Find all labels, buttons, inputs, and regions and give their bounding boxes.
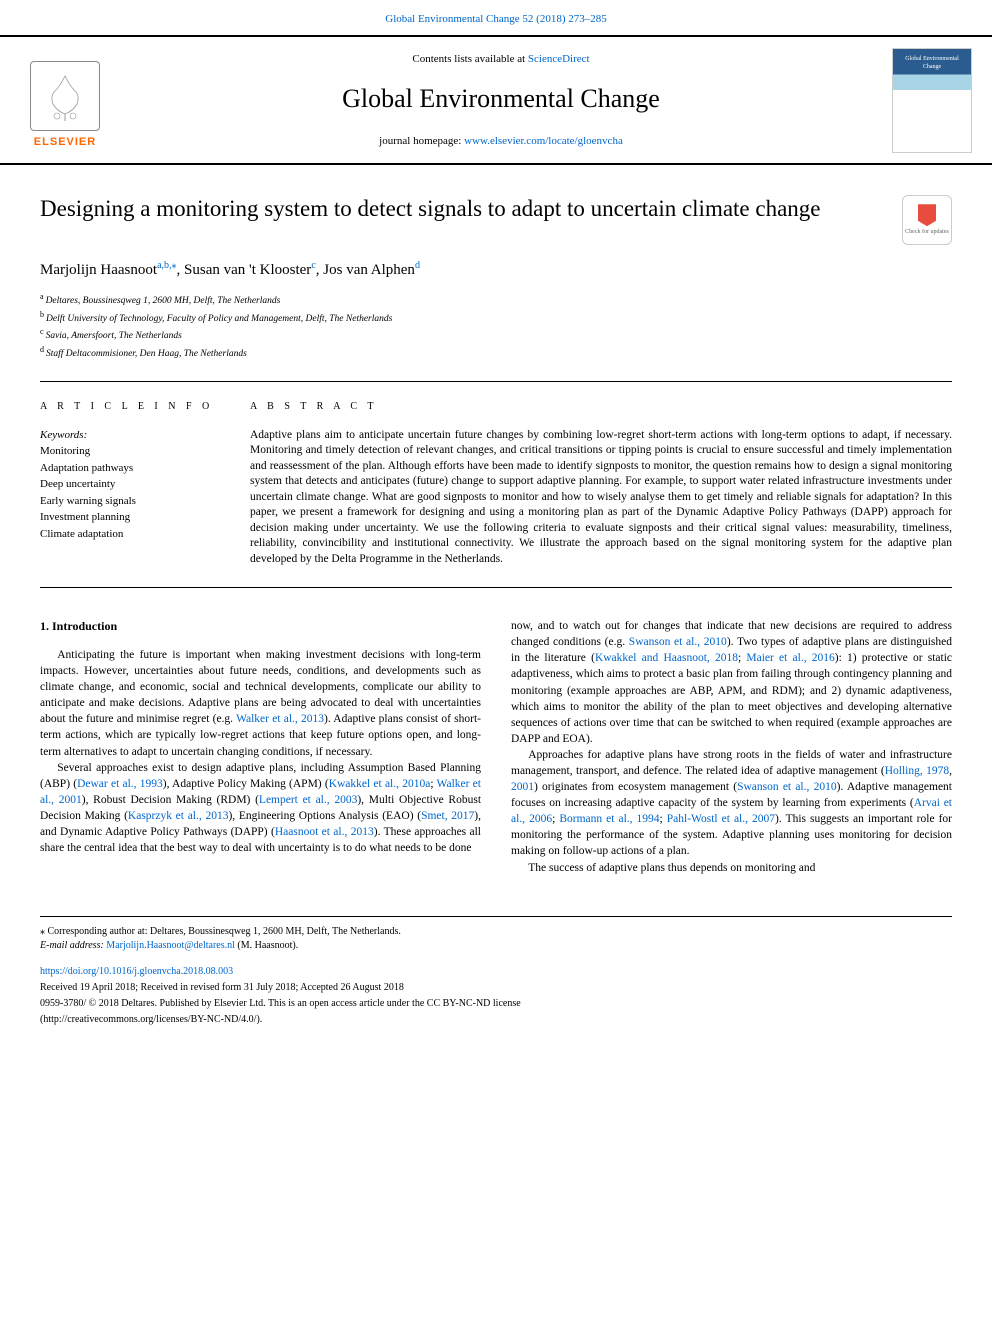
affiliation-c: cSavia, Amersfoort, The Netherlands bbox=[40, 326, 952, 343]
abstract-heading: A B S T R A C T bbox=[250, 400, 952, 414]
citation-link[interactable]: Holling, 1978 bbox=[885, 765, 949, 777]
citation-link[interactable]: Kwakkel et al., 2010a bbox=[329, 778, 431, 790]
citation-link[interactable]: Maier et al., 2016 bbox=[746, 652, 834, 664]
citation-link[interactable]: Bormann et al., 1994 bbox=[559, 813, 659, 825]
doi-line: https://doi.org/10.1016/j.gloenvcha.2018… bbox=[40, 965, 952, 979]
journal-citation[interactable]: Global Environmental Change 52 (2018) 27… bbox=[0, 0, 992, 35]
author-2[interactable]: , Jos van Alphen bbox=[316, 262, 415, 278]
abstract-column: A B S T R A C T Adaptive plans aim to an… bbox=[250, 400, 952, 567]
homepage-url[interactable]: www.elsevier.com/locate/gloenvcha bbox=[464, 135, 623, 147]
author-0[interactable]: Marjolijn Haasnoot bbox=[40, 262, 157, 278]
journal-header: ELSEVIER Contents lists available at Sci… bbox=[0, 35, 992, 165]
citation-link[interactable]: Swanson et al., 2010 bbox=[737, 781, 837, 793]
author-2-sup[interactable]: d bbox=[415, 260, 420, 271]
cover-title: Global Environmental Change bbox=[897, 55, 967, 72]
abstract-text: Adaptive plans aim to anticipate uncerta… bbox=[250, 428, 952, 568]
intro-para-2: Several approaches exist to design adapt… bbox=[40, 760, 481, 857]
citation-link[interactable]: Swanson et al., 2010 bbox=[629, 636, 727, 648]
article-info-heading: A R T I C L E I N F O bbox=[40, 400, 220, 414]
intro-para-3: Approaches for adaptive plans have stron… bbox=[511, 747, 952, 860]
article-info-column: A R T I C L E I N F O Keywords: Monitori… bbox=[40, 400, 220, 567]
email-line: E-mail address: Marjolijn.Haasnoot@delta… bbox=[40, 939, 952, 953]
citation-link[interactable]: Lempert et al., 2003 bbox=[259, 794, 357, 806]
affiliation-a: aDeltares, Boussinesqweg 1, 2600 MH, Del… bbox=[40, 291, 952, 308]
keywords-list: Monitoring Adaptation pathways Deep unce… bbox=[40, 443, 220, 542]
citation-link[interactable]: 2001 bbox=[511, 781, 534, 793]
footer: ⁎ Corresponding author at: Deltares, Bou… bbox=[40, 916, 952, 1027]
check-updates-label: Check for updates bbox=[905, 228, 949, 236]
keyword: Climate adaptation bbox=[40, 526, 220, 543]
citation-link[interactable]: Kwakkel and Haasnoot, 2018 bbox=[595, 652, 738, 664]
journal-cover-thumbnail[interactable]: Global Environmental Change bbox=[892, 48, 972, 153]
affiliation-d: dStaff Deltacommisioner, Den Haag, The N… bbox=[40, 344, 952, 361]
crossmark-icon bbox=[918, 204, 936, 226]
license-url: (http://creativecommons.org/licenses/BY-… bbox=[40, 1013, 952, 1027]
keywords-label: Keywords: bbox=[40, 428, 220, 443]
journal-homepage-line: journal homepage: www.elsevier.com/locat… bbox=[110, 134, 892, 149]
keyword: Monitoring bbox=[40, 443, 220, 460]
citation-link[interactable]: Dewar et al., 1993 bbox=[77, 778, 163, 790]
authors-line: Marjolijn Haasnoota,b,⁎, Susan van 't Kl… bbox=[40, 259, 952, 281]
left-column: 1. Introduction Anticipating the future … bbox=[40, 618, 481, 876]
right-column: now, and to watch out for changes that i… bbox=[511, 618, 952, 876]
publisher-name: ELSEVIER bbox=[34, 135, 96, 150]
author-email-link[interactable]: Marjolijn.Haasnoot@deltares.nl bbox=[106, 940, 235, 951]
citation-link[interactable]: Haasnoot et al., 2013 bbox=[275, 826, 374, 838]
intro-para-continued: now, and to watch out for changes that i… bbox=[511, 618, 952, 747]
keyword: Early warning signals bbox=[40, 493, 220, 510]
elsevier-tree-icon bbox=[30, 61, 100, 131]
corresponding-author: ⁎ Corresponding author at: Deltares, Bou… bbox=[40, 925, 952, 939]
copyright-line: 0959-3780/ © 2018 Deltares. Published by… bbox=[40, 997, 952, 1011]
author-0-sup[interactable]: a,b,⁎ bbox=[157, 260, 176, 271]
elsevier-logo[interactable]: ELSEVIER bbox=[20, 50, 110, 150]
section-heading: 1. Introduction bbox=[40, 618, 481, 635]
contents-prefix: Contents lists available at bbox=[412, 53, 527, 65]
citation-link[interactable]: Smet, 2017 bbox=[421, 810, 474, 822]
affiliations: aDeltares, Boussinesqweg 1, 2600 MH, Del… bbox=[40, 291, 952, 361]
check-updates-button[interactable]: Check for updates bbox=[902, 195, 952, 245]
body-columns: 1. Introduction Anticipating the future … bbox=[40, 618, 952, 876]
citation-link[interactable]: Walker et al., 2013 bbox=[236, 713, 324, 725]
intro-para-1: Anticipating the future is important whe… bbox=[40, 647, 481, 760]
homepage-prefix: journal homepage: bbox=[379, 135, 464, 147]
keyword: Investment planning bbox=[40, 509, 220, 526]
intro-para-4: The success of adaptive plans thus depen… bbox=[511, 860, 952, 876]
journal-name: Global Environmental Change bbox=[110, 81, 892, 117]
author-1[interactable]: , Susan van 't Klooster bbox=[177, 262, 312, 278]
contents-available-line: Contents lists available at ScienceDirec… bbox=[110, 52, 892, 67]
citation-link[interactable]: Pahl-Wostl et al., 2007 bbox=[667, 813, 775, 825]
keyword: Adaptation pathways bbox=[40, 460, 220, 477]
article-dates: Received 19 April 2018; Received in revi… bbox=[40, 981, 952, 995]
article-title: Designing a monitoring system to detect … bbox=[40, 195, 882, 224]
divider bbox=[40, 381, 952, 382]
journal-header-center: Contents lists available at ScienceDirec… bbox=[110, 52, 892, 149]
doi-link[interactable]: https://doi.org/10.1016/j.gloenvcha.2018… bbox=[40, 966, 233, 977]
citation-link[interactable]: Kasprzyk et al., 2013 bbox=[128, 810, 229, 822]
affiliation-b: bDelft University of Technology, Faculty… bbox=[40, 309, 952, 326]
sciencedirect-link[interactable]: ScienceDirect bbox=[528, 53, 590, 65]
keyword: Deep uncertainty bbox=[40, 476, 220, 493]
